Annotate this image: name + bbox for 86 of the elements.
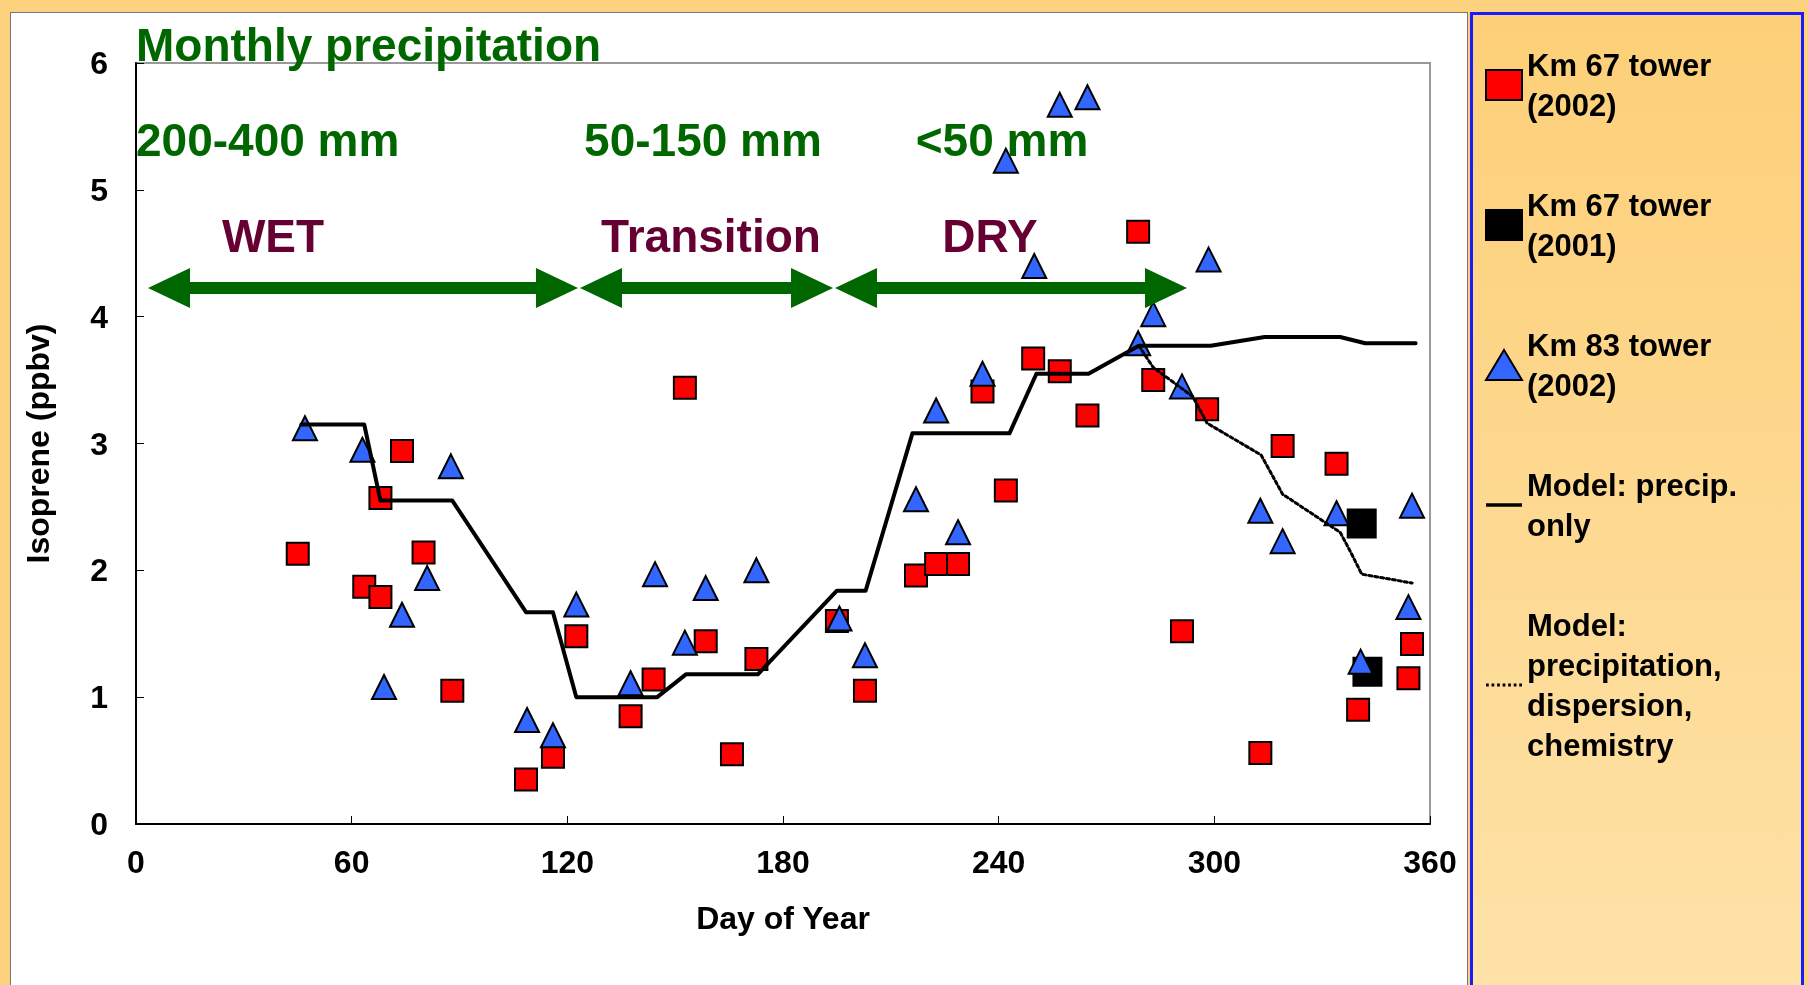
- point: [946, 551, 971, 576]
- x-tick-label: 300: [1187, 844, 1242, 880]
- point: [1324, 451, 1349, 476]
- point: [923, 397, 950, 424]
- point: [440, 678, 465, 703]
- legend-label: Km 67 tower (2002): [1527, 47, 1720, 123]
- y-tick-label: 5: [90, 171, 108, 208]
- y-tick-label: 0: [90, 806, 108, 842]
- point: [285, 541, 310, 566]
- point: [692, 575, 719, 602]
- legend-label: Model: precipitation, dispersion, chemistry: [1527, 607, 1731, 763]
- annotation: WET: [221, 209, 325, 263]
- point: [414, 564, 441, 591]
- point: [642, 561, 669, 588]
- point: [563, 591, 590, 618]
- annotation: DRY: [942, 209, 1038, 263]
- point: [671, 629, 698, 656]
- point: [388, 601, 415, 628]
- point: [1169, 619, 1194, 644]
- x-tick-label: 120: [540, 844, 595, 880]
- x-tick-label: 360: [1403, 844, 1457, 880]
- point: [1046, 91, 1073, 118]
- point: [437, 453, 464, 480]
- point: [743, 557, 770, 584]
- point: [1021, 346, 1046, 371]
- y-tick-label: 4: [90, 298, 109, 335]
- annotation: <50 mm: [915, 113, 1089, 167]
- annotation: Monthly precipitation: [136, 18, 602, 72]
- point: [693, 629, 718, 654]
- point: [719, 742, 744, 767]
- point: [1395, 594, 1422, 621]
- point: [924, 551, 949, 576]
- point: [617, 670, 644, 697]
- point: [618, 704, 643, 729]
- point: [1400, 631, 1425, 656]
- point: [945, 519, 972, 546]
- point: [411, 540, 436, 565]
- annotation: 50-150 mm: [584, 113, 822, 167]
- point: [1269, 528, 1296, 555]
- point: [969, 360, 996, 387]
- point: [1247, 497, 1274, 524]
- x-tick-label: 240: [971, 844, 1026, 880]
- point: [1141, 368, 1166, 393]
- point: [1074, 84, 1101, 111]
- point: [1396, 666, 1421, 691]
- x-tick-label: 180: [756, 844, 810, 880]
- point: [672, 375, 697, 400]
- legend-label: Km 67 tower (2001): [1527, 187, 1720, 263]
- legend-label: Model: precip. only: [1527, 467, 1746, 543]
- point: [1323, 500, 1350, 527]
- point: [852, 678, 877, 703]
- point: [368, 584, 393, 609]
- x-tick-label: 0: [127, 844, 145, 880]
- point: [1346, 697, 1371, 722]
- legend-label: Km 83 tower (2002): [1527, 327, 1720, 403]
- point: [1195, 246, 1222, 273]
- point: [514, 707, 541, 733]
- point: [564, 624, 589, 649]
- point: [514, 767, 538, 792]
- annotation: Transition: [601, 209, 821, 263]
- point: [744, 647, 769, 672]
- x-axis-title: Day of Year: [696, 900, 870, 936]
- y-tick-label: 6: [90, 45, 108, 81]
- point: [851, 642, 878, 669]
- point: [1248, 740, 1273, 765]
- point: [1126, 219, 1151, 244]
- point: [389, 439, 414, 464]
- point: [641, 667, 666, 692]
- point: [371, 674, 398, 701]
- point: [539, 722, 566, 749]
- point: [1270, 434, 1295, 459]
- y-tick-label: 3: [90, 425, 108, 462]
- point: [1346, 508, 1377, 539]
- point: [903, 563, 928, 588]
- y-tick-label: 1: [90, 679, 108, 716]
- point: [902, 486, 929, 513]
- point: [1347, 648, 1374, 675]
- point: [1140, 301, 1167, 328]
- point: [993, 478, 1018, 503]
- point: [1075, 403, 1100, 428]
- x-tick-label: 60: [333, 844, 370, 880]
- y-axis-title: Isoprene (ppbv): [20, 323, 56, 564]
- point: [1399, 492, 1426, 519]
- y-tick-label: 2: [90, 552, 108, 589]
- point: [1021, 252, 1048, 279]
- annotation: 200-400 mm: [136, 113, 400, 167]
